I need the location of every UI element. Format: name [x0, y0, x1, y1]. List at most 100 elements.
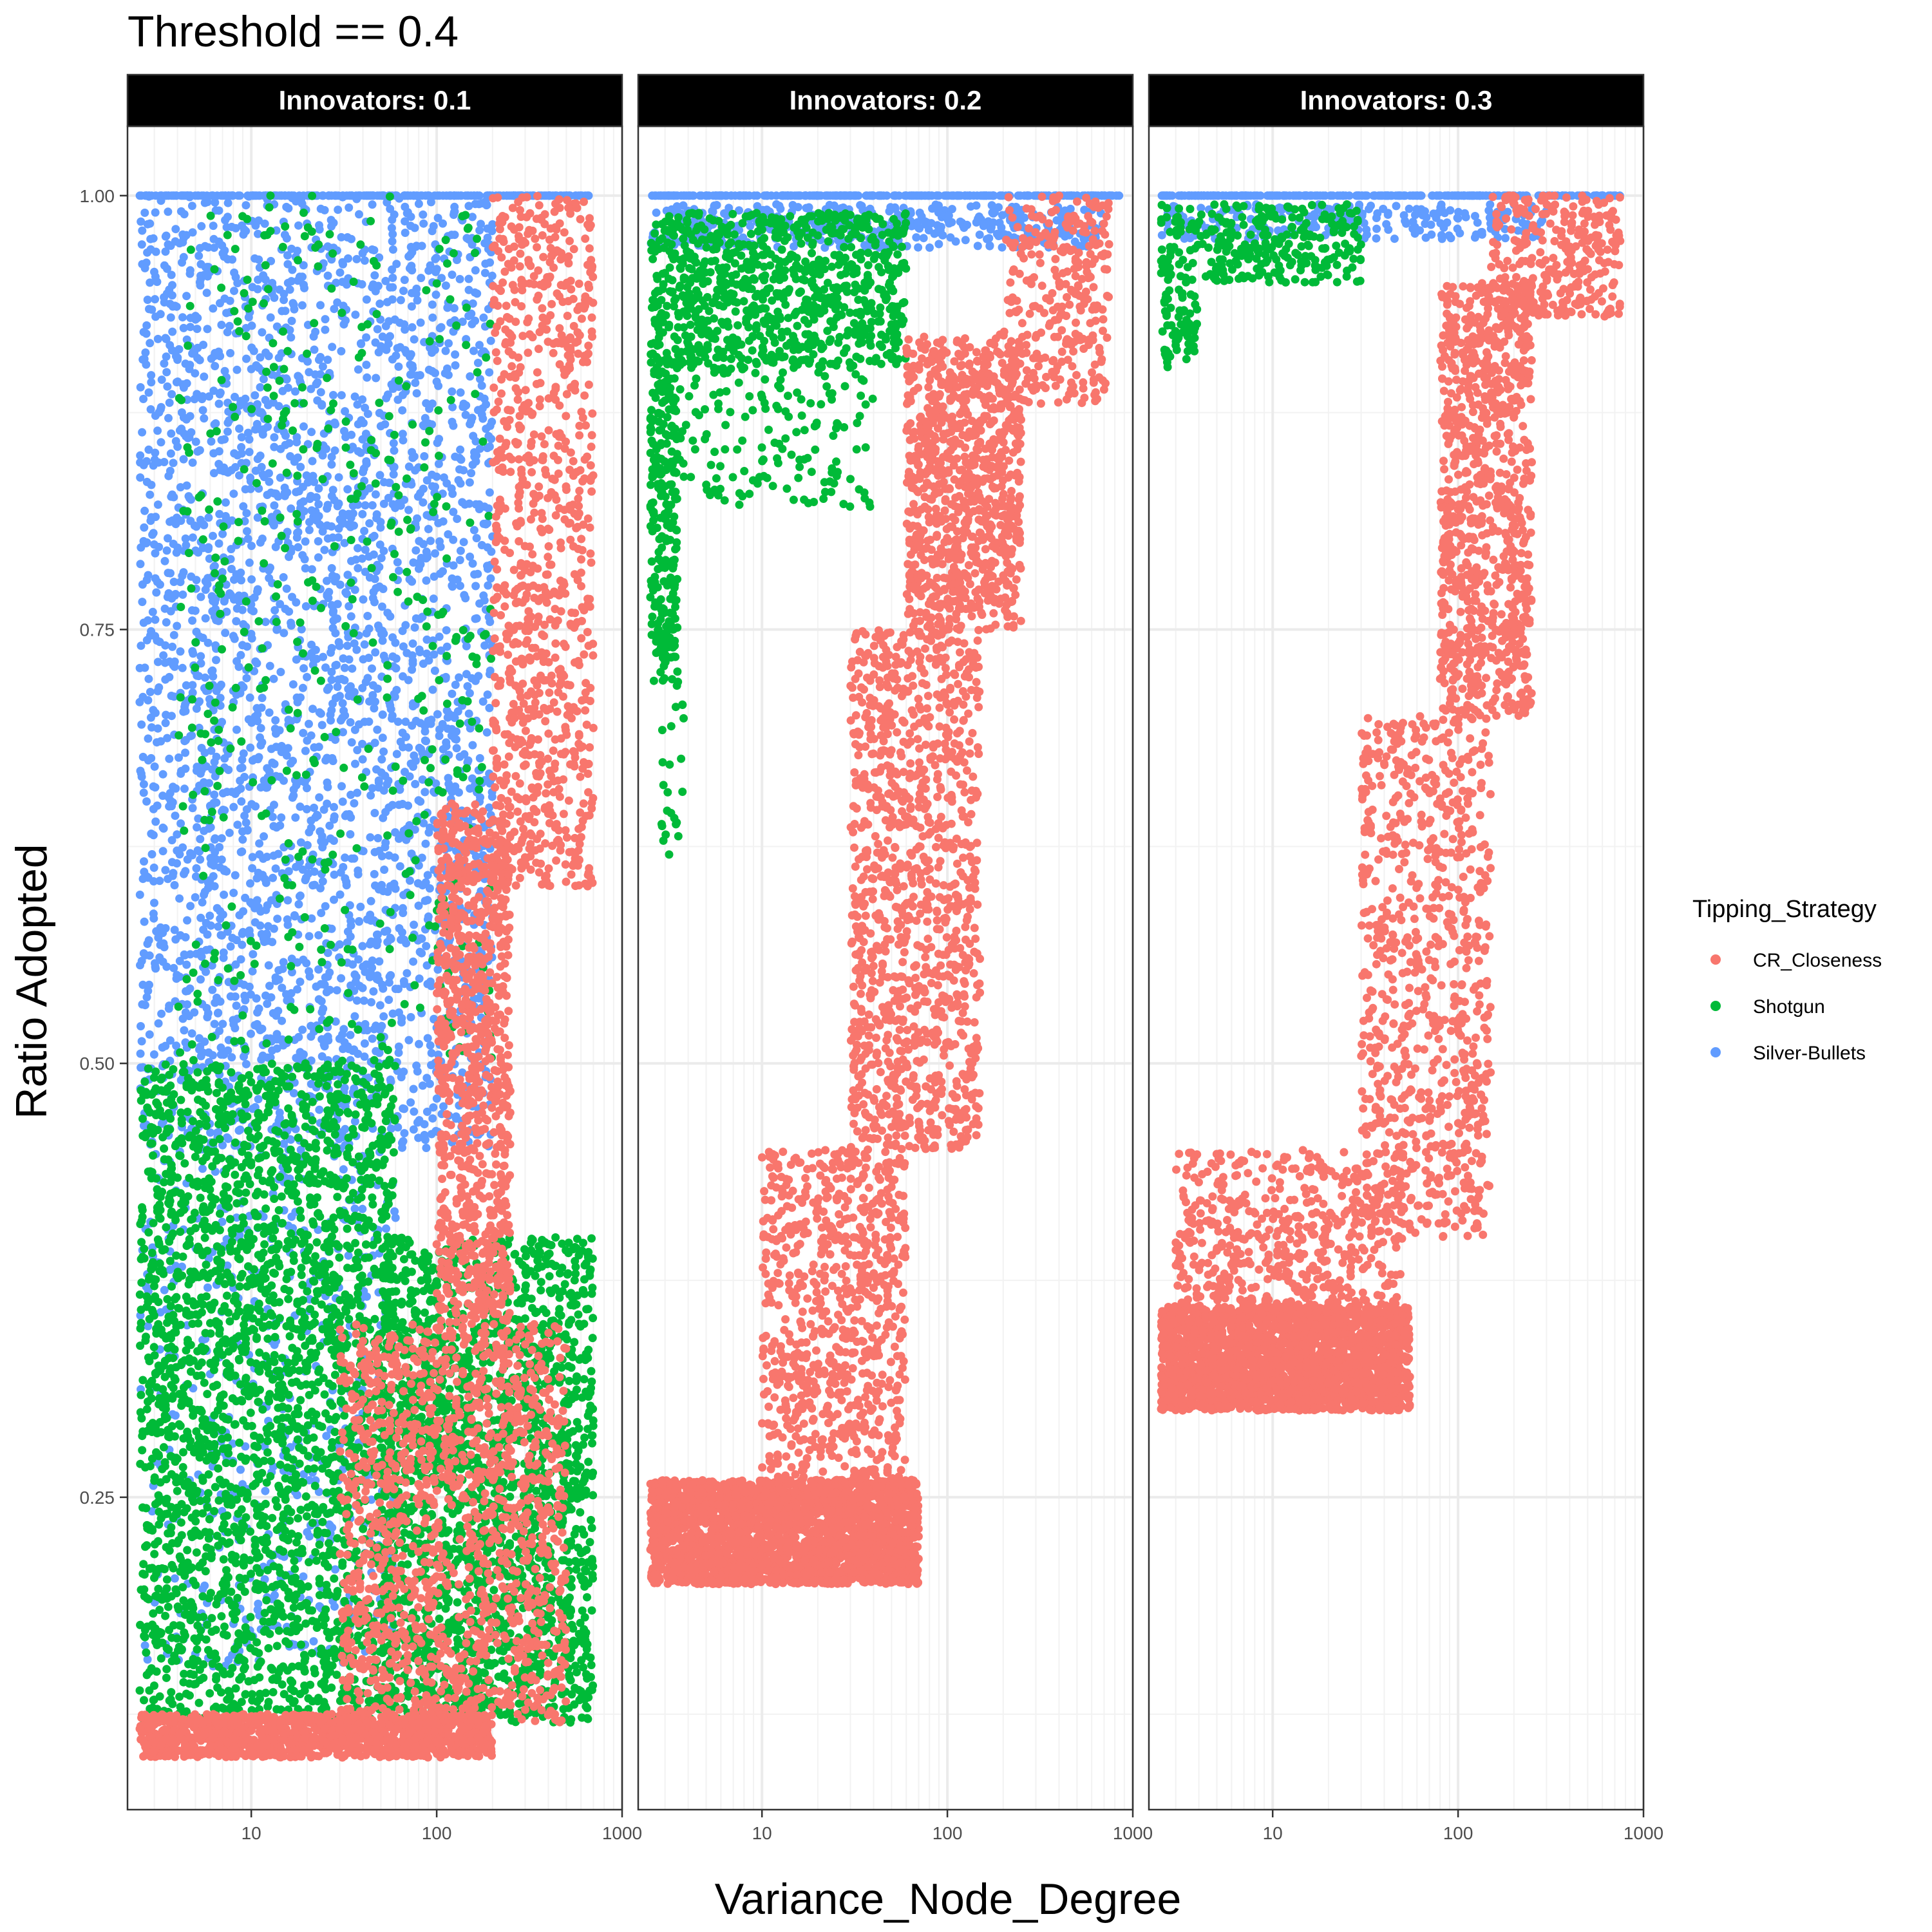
point — [140, 461, 148, 469]
point — [164, 1603, 173, 1611]
point — [299, 1573, 307, 1581]
point — [232, 960, 240, 969]
point — [383, 609, 392, 617]
point — [323, 355, 332, 364]
point — [218, 834, 226, 842]
point — [386, 934, 395, 942]
point — [215, 238, 223, 246]
point — [178, 844, 187, 852]
point — [180, 1670, 188, 1678]
point — [410, 336, 419, 344]
point — [252, 191, 261, 200]
point — [249, 967, 257, 976]
point — [361, 640, 369, 649]
point — [473, 534, 481, 542]
point — [442, 742, 451, 750]
point — [297, 838, 305, 847]
point — [258, 704, 266, 712]
point — [328, 564, 336, 573]
point — [168, 643, 176, 651]
point — [455, 674, 463, 682]
point — [381, 277, 390, 285]
point — [466, 478, 474, 487]
point — [176, 647, 185, 656]
point — [379, 547, 388, 555]
point — [371, 739, 379, 747]
point — [393, 750, 401, 758]
point — [211, 1020, 219, 1028]
point — [140, 949, 148, 958]
point — [147, 371, 155, 379]
point — [289, 299, 297, 307]
point — [224, 199, 232, 207]
point — [330, 837, 338, 845]
point — [408, 665, 416, 674]
point — [486, 574, 495, 583]
point — [288, 954, 296, 963]
point — [411, 623, 419, 632]
point — [154, 335, 162, 343]
point — [243, 643, 251, 651]
point — [193, 448, 202, 456]
point — [359, 755, 367, 764]
point — [401, 191, 409, 200]
point — [354, 564, 362, 573]
point — [354, 870, 363, 878]
point — [398, 406, 406, 415]
point — [484, 565, 492, 573]
point — [189, 459, 197, 467]
point — [408, 578, 416, 586]
point — [214, 1464, 222, 1473]
point — [375, 582, 384, 591]
point — [337, 233, 346, 242]
point — [160, 943, 169, 951]
point — [185, 361, 194, 369]
point — [238, 835, 247, 844]
point — [410, 1108, 418, 1116]
point — [294, 453, 302, 462]
point — [346, 1031, 355, 1039]
point — [394, 363, 402, 371]
point — [235, 424, 243, 433]
point — [254, 1023, 262, 1031]
point — [180, 413, 188, 422]
point — [196, 281, 205, 290]
point — [168, 491, 176, 499]
point — [383, 334, 392, 343]
point — [141, 1642, 149, 1650]
point — [137, 383, 145, 392]
point — [311, 328, 319, 336]
point — [260, 832, 268, 840]
point — [223, 1511, 231, 1520]
point — [191, 312, 200, 321]
point — [229, 889, 238, 897]
point — [412, 717, 421, 725]
point — [239, 502, 247, 511]
point — [180, 384, 188, 392]
point — [247, 343, 256, 352]
point — [316, 1540, 324, 1549]
point — [388, 296, 397, 304]
point — [379, 636, 387, 645]
point — [165, 755, 173, 763]
point — [301, 747, 310, 755]
point — [287, 989, 296, 998]
point — [247, 1030, 255, 1038]
point — [368, 1034, 377, 1043]
point — [222, 309, 231, 317]
point — [312, 515, 320, 523]
point — [279, 777, 288, 785]
point — [154, 724, 162, 733]
point — [180, 1026, 188, 1034]
point — [468, 774, 477, 782]
point — [370, 598, 379, 607]
point — [372, 490, 380, 498]
point — [194, 252, 203, 260]
point — [167, 314, 175, 322]
point — [391, 639, 399, 647]
point — [330, 896, 338, 904]
point — [151, 817, 160, 826]
point — [335, 473, 343, 482]
point — [211, 835, 219, 844]
point — [456, 582, 464, 590]
